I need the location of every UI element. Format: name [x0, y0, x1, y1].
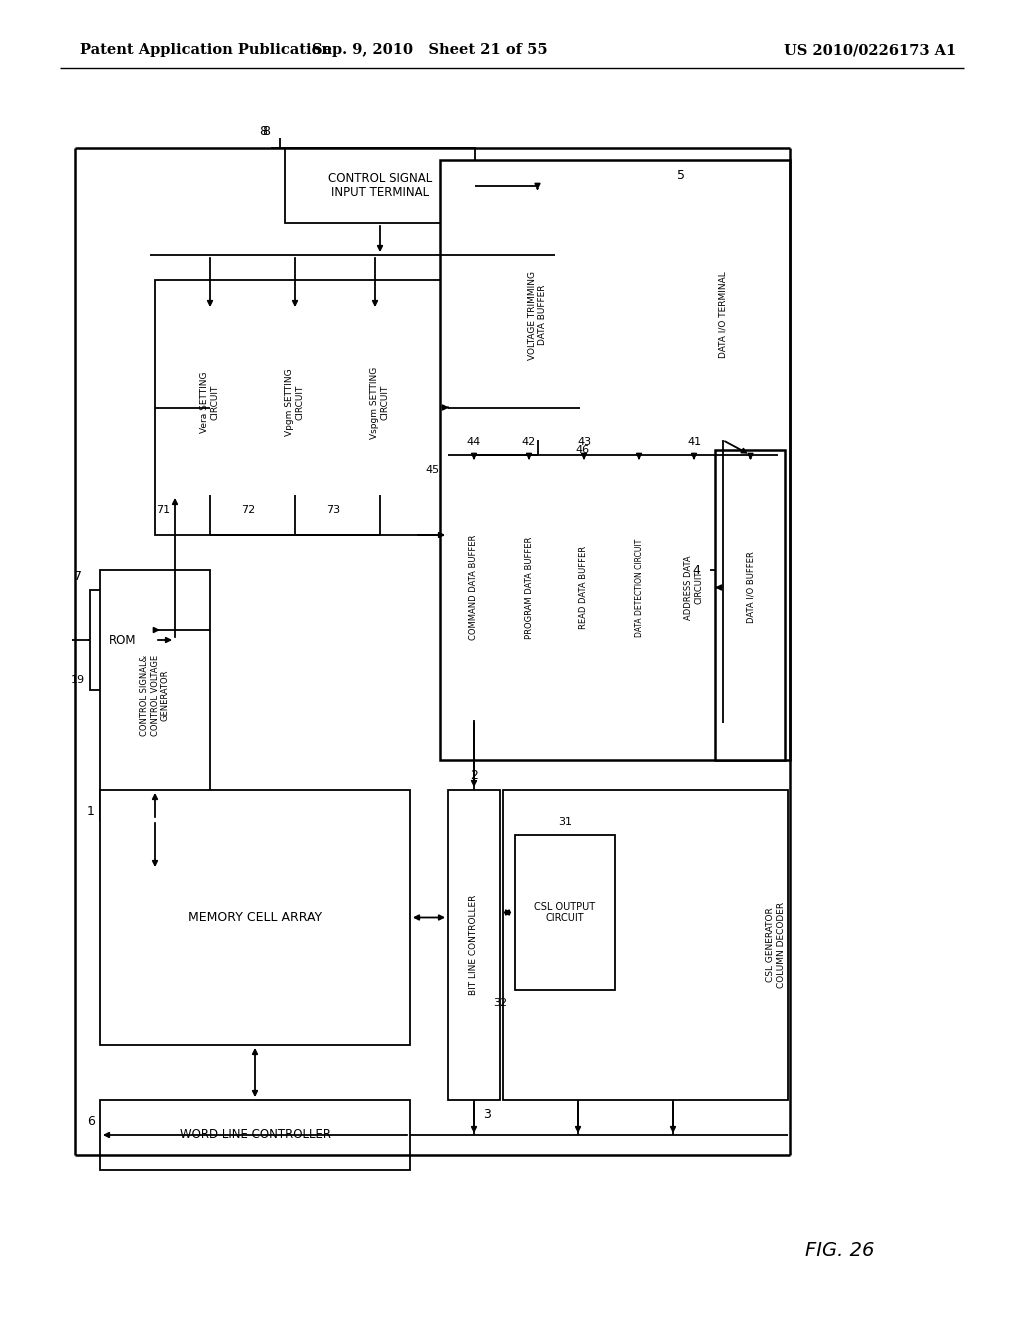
Text: WORD LINE CONTROLLER: WORD LINE CONTROLLER	[179, 1129, 331, 1142]
Text: CONTROL SIGNAL
INPUT TERMINAL: CONTROL SIGNAL INPUT TERMINAL	[328, 172, 432, 199]
Text: Vspgm SETTING
CIRCUIT: Vspgm SETTING CIRCUIT	[371, 367, 390, 438]
Bar	[515, 836, 615, 990]
Bar	[175, 310, 245, 495]
Text: CSL GENERATOR
COLUMN DECODER: CSL GENERATOR COLUMN DECODER	[766, 902, 785, 989]
Bar	[155, 280, 580, 535]
Text: 46: 46	[575, 445, 589, 455]
Bar	[613, 455, 665, 719]
Bar	[558, 455, 610, 719]
Bar	[449, 455, 500, 719]
Text: 42: 42	[522, 437, 537, 447]
Text: DATA I/O TERMINAL: DATA I/O TERMINAL	[718, 272, 727, 358]
Text: MEMORY CELL ARRAY: MEMORY CELL ARRAY	[188, 911, 323, 924]
Bar	[505, 190, 570, 440]
Text: ROM: ROM	[109, 634, 136, 647]
Text: Sep. 9, 2010   Sheet 21 of 55: Sep. 9, 2010 Sheet 21 of 55	[312, 44, 548, 57]
Text: FIG. 26: FIG. 26	[805, 1241, 874, 1259]
Bar	[345, 310, 415, 495]
Bar	[100, 1100, 410, 1170]
Text: DATA DETECTION CIRCUIT: DATA DETECTION CIRCUIT	[635, 539, 643, 636]
Text: 45: 45	[426, 465, 440, 475]
Text: 43: 43	[577, 437, 591, 447]
Text: 41: 41	[687, 437, 701, 447]
Text: 2: 2	[470, 770, 478, 781]
Text: 73: 73	[326, 506, 340, 515]
Text: PROGRAM DATA BUFFER: PROGRAM DATA BUFFER	[524, 536, 534, 639]
Text: 71: 71	[156, 506, 170, 515]
Bar	[90, 590, 155, 690]
Text: CONTROL SIGNAL&
CONTROL VOLTAGE
GENERATOR: CONTROL SIGNAL& CONTROL VOLTAGE GENERATO…	[140, 655, 170, 735]
Text: 31: 31	[558, 817, 572, 828]
Text: 8: 8	[262, 125, 270, 139]
Bar	[100, 570, 210, 820]
Text: ADDRESS DATA
CIRCUIT: ADDRESS DATA CIRCUIT	[684, 556, 703, 620]
Bar	[715, 450, 785, 760]
Text: 19: 19	[71, 675, 85, 685]
Text: 8: 8	[259, 125, 267, 139]
Text: US 2010/0226173 A1: US 2010/0226173 A1	[784, 44, 956, 57]
Text: 72: 72	[241, 506, 255, 515]
Bar	[668, 455, 720, 719]
Text: 32: 32	[493, 998, 507, 1008]
Bar	[723, 455, 778, 719]
Text: 3: 3	[483, 1107, 490, 1121]
Text: DATA I/O BUFFER: DATA I/O BUFFER	[746, 552, 755, 623]
Text: Vera SETTING
CIRCUIT: Vera SETTING CIRCUIT	[201, 372, 220, 433]
Text: Vpgm SETTING
CIRCUIT: Vpgm SETTING CIRCUIT	[286, 368, 305, 437]
Bar	[260, 310, 330, 495]
Text: 1: 1	[87, 805, 95, 818]
Text: Patent Application Publication: Patent Application Publication	[80, 44, 332, 57]
Bar	[503, 455, 555, 719]
Text: 44: 44	[467, 437, 481, 447]
Text: BIT LINE CONTROLLER: BIT LINE CONTROLLER	[469, 895, 478, 995]
Bar	[440, 160, 790, 760]
Bar	[100, 789, 410, 1045]
Text: READ DATA BUFFER: READ DATA BUFFER	[580, 546, 589, 630]
Bar	[503, 789, 788, 1100]
Text: 4: 4	[692, 564, 700, 577]
Text: 5: 5	[677, 169, 685, 182]
Text: CSL OUTPUT
CIRCUIT: CSL OUTPUT CIRCUIT	[535, 902, 596, 923]
Text: VOLTAGE TRIMMING
DATA BUFFER: VOLTAGE TRIMMING DATA BUFFER	[527, 271, 547, 359]
Text: 6: 6	[87, 1115, 95, 1129]
Bar	[690, 190, 755, 440]
Text: 7: 7	[74, 570, 82, 583]
Text: COMMAND DATA BUFFER: COMMAND DATA BUFFER	[469, 535, 478, 640]
Bar	[285, 148, 475, 223]
Bar	[449, 789, 500, 1100]
